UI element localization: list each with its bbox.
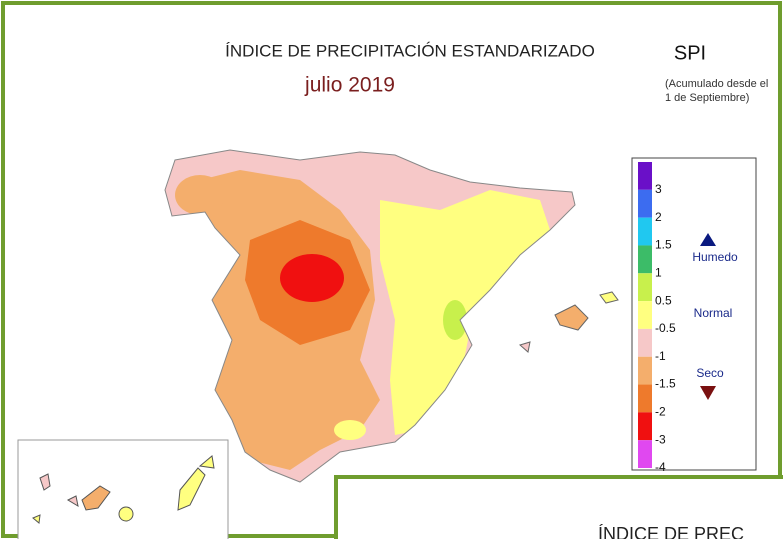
second-window[interactable] (334, 475, 783, 539)
legend-swatch (638, 356, 652, 385)
legend-dry: Seco (696, 366, 724, 380)
legend-wet: Humedo (692, 250, 738, 264)
legend-swatch (638, 440, 652, 468)
legend-normal: Normal (694, 306, 733, 320)
legend-swatch (638, 189, 652, 218)
legend-label: -4 (655, 460, 666, 474)
legend-swatch (638, 162, 652, 190)
second-window-title: ÍNDICE DE PREC (598, 524, 744, 539)
legend-swatch (638, 328, 652, 357)
title: ÍNDICE DE PRECIPITACIÓN ESTANDARIZADO (225, 41, 595, 60)
legend-label: 1 (655, 265, 662, 279)
canary-islands (32, 455, 215, 524)
legend-label: 0.5 (655, 293, 672, 307)
legend-swatch (638, 384, 652, 413)
legend-swatch (638, 217, 652, 246)
legend-label: -2 (655, 405, 666, 419)
legend-swatch (638, 273, 652, 302)
subtitle: julio 2019 (304, 74, 395, 97)
legend-label: -0.5 (655, 321, 676, 335)
legend-swatch (638, 245, 652, 274)
legend-swatch (638, 412, 652, 441)
legend-label: 1.5 (655, 238, 672, 252)
wet-arrow (700, 233, 716, 246)
legend: 3 2 1.5 1 0.5 -0.5 -1 -1.5 -2 -3 -4 (638, 162, 676, 474)
note-line: 1 de Septiembre) (665, 92, 749, 104)
dry-arrow (700, 386, 716, 400)
index-name: SPI (674, 42, 706, 64)
legend-swatch (638, 301, 652, 329)
legend-label: -3 (655, 432, 666, 446)
legend-box (631, 157, 757, 471)
legend-label: 3 (655, 182, 662, 196)
legend-label: -1 (655, 349, 666, 363)
legend-label: 2 (655, 210, 662, 224)
legend-label: -1.5 (655, 377, 676, 391)
note-line: (Acumulado desde el (665, 78, 768, 90)
